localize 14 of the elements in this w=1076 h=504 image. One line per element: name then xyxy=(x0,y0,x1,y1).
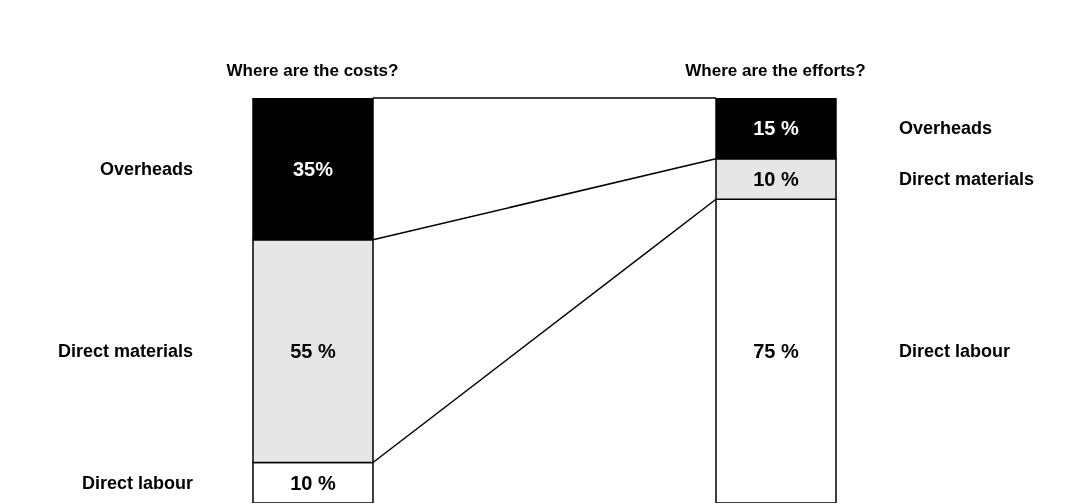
text: Direct labour xyxy=(81,472,193,493)
x-tick-label: Where are the efforts? xyxy=(685,61,866,80)
text: Overheads xyxy=(899,118,993,139)
data-label: 15 % xyxy=(753,117,800,140)
data-label: 35% xyxy=(292,157,334,180)
data-label: 55 % xyxy=(290,340,337,363)
text: Direct materials xyxy=(57,341,193,362)
x-tick-label: Where are the costs? xyxy=(226,61,399,80)
text: Overheads xyxy=(99,158,193,179)
data-label: 10 % xyxy=(290,471,337,494)
text: Direct labour xyxy=(899,341,1011,362)
data-label: 10 % xyxy=(753,168,800,190)
data-label: 75 % xyxy=(753,340,800,363)
text: Direct materials xyxy=(899,169,1035,189)
